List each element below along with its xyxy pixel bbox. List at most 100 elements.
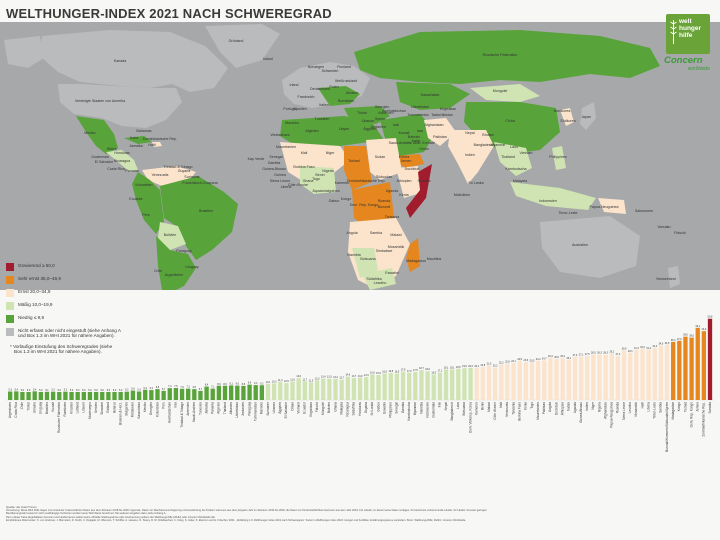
bar — [112, 392, 117, 400]
bar-value-label: 9,1 — [229, 382, 233, 385]
bar-value-label: 29,2 — [609, 350, 614, 353]
map-label: Ecuador — [129, 197, 143, 201]
bar-country-label: Gabun — [376, 402, 380, 412]
bar — [161, 390, 166, 400]
bar-country-label: Sudan — [567, 402, 571, 411]
bar-country-label: Mali — [499, 402, 503, 408]
map-label: Costa Rica — [107, 167, 125, 171]
bar-country-label: Russische Föderation — [57, 402, 61, 433]
bar-value-label: 19,1 — [444, 366, 449, 369]
bar — [14, 391, 19, 400]
bar-value-label: 8,9 — [217, 383, 221, 386]
map-label: Burkina Faso — [293, 165, 314, 169]
bar-country-label: Costa Rica — [14, 402, 18, 418]
bar-country-label: Tunesien — [198, 402, 202, 415]
bar-country-label: Georgien — [149, 402, 153, 415]
bar-value-label: 39,0 — [689, 335, 694, 338]
map-label: Weißrussland — [335, 79, 357, 83]
bar-value-label: 5,2 — [125, 389, 129, 392]
map-label: Togo — [312, 177, 320, 181]
map-label: Jemen — [401, 159, 412, 163]
bar — [222, 385, 228, 400]
bar-value-label: 6,4 — [144, 387, 148, 390]
bar-country-label: Pakistan — [542, 402, 546, 414]
bar — [63, 391, 68, 400]
bar-country-label: Côte d'Ivoire — [493, 402, 497, 420]
bar — [437, 372, 443, 400]
map-label: Italien — [319, 103, 329, 107]
bar-country-label: Algerien — [217, 402, 221, 414]
map-label: Mali — [301, 151, 308, 155]
bar-country-label: Bulgarien — [125, 402, 129, 416]
bar-country-label: Lettland — [75, 402, 79, 414]
bar — [124, 391, 129, 400]
bar — [167, 388, 172, 400]
map-label: Aserbaidschan — [382, 109, 406, 113]
map-label: Benin — [315, 173, 324, 177]
bar-country-label: Namibia — [419, 402, 423, 414]
bar-value-label: 13,3 — [327, 376, 332, 379]
map-label: Russische Föderation — [483, 53, 518, 57]
bar-country-label: Burundi/Komoren/Südsudan/Syrien — [665, 402, 669, 452]
bar — [100, 392, 105, 400]
legend-label: Ernst 20,0–34,9 — [18, 289, 51, 294]
map-label: Nigeria — [322, 169, 333, 173]
bar-value-label: 15,6 — [376, 372, 381, 375]
bar-country-label: Jamaika — [204, 402, 208, 414]
map-label: Jordanien — [370, 125, 386, 129]
region-yemen — [394, 154, 424, 168]
region-mongolia — [470, 84, 540, 102]
bar-country-label: Oman — [290, 402, 294, 411]
map-label: Tadschikistan — [431, 113, 453, 117]
map-label: Ukraine — [346, 91, 358, 95]
bar-country-label: Sri Lanka — [370, 402, 374, 416]
legend-label: Sehr ernst 35,0–49,9 — [18, 276, 61, 281]
bar — [118, 392, 123, 400]
bar — [707, 318, 713, 400]
bar-value-label: 5,3 — [8, 389, 12, 392]
bar — [229, 385, 234, 400]
bar-value-label: 16,5 — [395, 371, 400, 374]
region-chad — [344, 146, 372, 190]
map-label: Brasilien — [199, 209, 213, 213]
map-label: Vanuatu — [657, 225, 670, 229]
bar-country-label: Ruanda — [616, 402, 620, 413]
bar-value-label: 17,1 — [438, 370, 443, 373]
bar — [548, 357, 553, 400]
bar-value-label: 37,0 — [677, 338, 682, 341]
bar-value-label: 13,9 — [358, 375, 363, 378]
bar — [26, 392, 31, 400]
bar-country-label: Serbien — [94, 402, 98, 413]
bar — [216, 385, 222, 400]
map-label: Iran — [417, 129, 423, 133]
bar — [560, 358, 565, 400]
bar-country-label: Guatemala — [432, 402, 436, 418]
bar — [57, 392, 62, 400]
bar-value-label: 23,6 — [524, 359, 529, 362]
bar — [44, 391, 50, 400]
map-label: Belize — [107, 147, 117, 151]
map-label: Norwegen — [308, 65, 324, 69]
map-label: Dominikanische Rep. — [143, 137, 177, 141]
bar — [419, 370, 424, 400]
ghi-bar-chart: 5,3 Argentinien 5,4 Costa Rica 5,0 Chile 5,0 Tü… — [6, 316, 714, 452]
map-label: Bahamas — [136, 129, 151, 133]
bar — [345, 376, 350, 400]
legend-item-alarming: Gravierend ≥ 50,0 — [6, 262, 146, 273]
map-label: Vereinigte Staaten von Amerika — [75, 99, 125, 103]
bar-country-label: Bangladesch — [450, 402, 454, 421]
bar — [204, 386, 209, 400]
map-label: Madagaskar — [406, 259, 427, 263]
bar-country-label: Guyana — [364, 402, 368, 413]
legend-label: Nicht erfasst oder nicht eingestuft (sie… — [18, 328, 121, 333]
map-label: Katar — [412, 139, 421, 143]
map-label: Mauritius — [427, 257, 442, 261]
bar — [370, 374, 375, 400]
bar-value-label: 5,0 — [94, 389, 98, 392]
map-label: Tschad — [348, 159, 359, 163]
bar-country-label: Dem. Rep. Kongo — [689, 402, 693, 428]
map-label: Guinea-Bissau — [262, 167, 286, 171]
bar-country-label: Senegal — [395, 402, 399, 414]
legend-label-cont: Box 1.3 im WHI 2021 für nähere Angaben). — [14, 349, 102, 354]
footer-source: Quelle: die Autor*innen — [6, 505, 37, 509]
